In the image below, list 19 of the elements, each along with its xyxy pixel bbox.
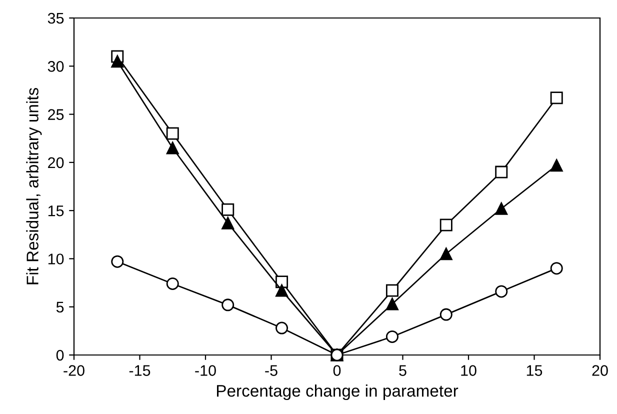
x-tick-label: 10 [461, 365, 476, 376]
x-tick-label: 0 [333, 365, 341, 376]
y-tick-label: 0 [56, 350, 64, 361]
x-tick-label: 15 [526, 365, 542, 376]
x-tick-label: 5 [399, 365, 406, 376]
x-axis-title: Percentage change in parameter [217, 384, 458, 400]
y-tick-label: 25 [48, 109, 64, 120]
y-tick-label: 15 [48, 206, 64, 216]
y-tick-label: 35 [48, 12, 64, 24]
y-axis-title: Fit Residual, arbitrary units [26, 88, 42, 284]
x-tick-label: 20 [592, 365, 608, 376]
x-tick-label: -20 [64, 365, 84, 376]
y-tick-label: 30 [48, 61, 64, 72]
y-tick-label: 5 [56, 302, 64, 313]
y-tick-label: 10 [48, 254, 64, 264]
y-tick-label: 20 [48, 157, 64, 168]
x-tick-label: -5 [265, 365, 278, 376]
x-tick-label: -15 [129, 365, 150, 376]
x-tick-label: -10 [195, 365, 216, 376]
